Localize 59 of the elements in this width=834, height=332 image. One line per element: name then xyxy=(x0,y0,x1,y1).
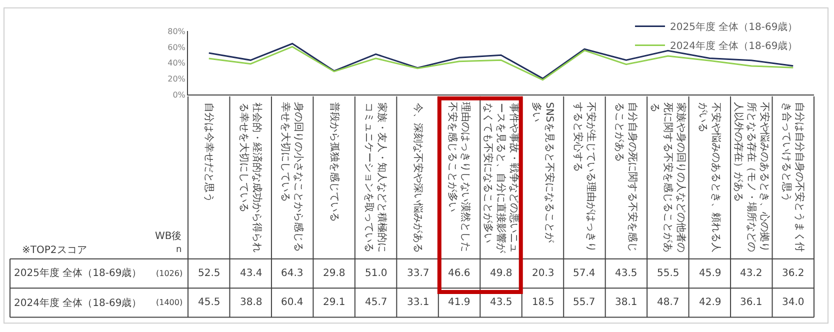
text: WB後 xyxy=(155,230,182,242)
text: (1400) xyxy=(156,298,183,307)
x-tick-label: 普段から孤独を感じている xyxy=(328,102,340,222)
data-label: 18.5 xyxy=(532,297,554,308)
data-label: 43.5 xyxy=(615,268,638,279)
data-label: 38.8 xyxy=(240,297,262,308)
y-tick-label: 40% xyxy=(168,58,186,68)
data-label: 55.5 xyxy=(657,268,680,279)
data-label: 60.4 xyxy=(281,297,304,308)
data-label: 20.3 xyxy=(532,268,554,279)
data-label: 45.5 xyxy=(198,297,220,308)
data-label: 42.9 xyxy=(699,297,722,308)
data-label: 45.9 xyxy=(699,268,722,279)
data-label: 43.4 xyxy=(240,268,262,279)
x-tick-label: 自分自身の死に関する不安を感じることがある xyxy=(614,102,639,252)
data-label: 36.1 xyxy=(740,297,762,308)
legend-label: 2024年度 全体（18-69歳） xyxy=(670,40,798,52)
x-tick-label: 家族や身の回りの人などの他者の死に関する不安を感じることがある xyxy=(649,102,688,252)
text: ※TOP2スコア xyxy=(22,245,87,256)
data-label: 38.1 xyxy=(615,297,638,308)
x-tick-label: 自分は自分自身の不安とうまく付き合っていけると思う xyxy=(780,102,806,252)
x-tick-label: 家族・友人・知人などと積極的にコミュニケーションを取っている xyxy=(363,102,388,253)
x-tick-label: 不安が生じている理由がはっきりすると安心する xyxy=(572,102,597,252)
data-label: 36.2 xyxy=(782,268,804,279)
text: (1026) xyxy=(156,269,183,278)
x-tick-label: 自分は今幸せだと思う xyxy=(203,102,216,202)
y-tick-label: 80% xyxy=(168,27,186,36)
text: n xyxy=(176,245,182,255)
data-label: 33.1 xyxy=(407,297,430,308)
data-label: 51.0 xyxy=(365,268,388,279)
x-tick-label: 今、深刻な不安や深い悩みがある xyxy=(412,102,424,253)
data-label: 48.7 xyxy=(657,297,680,308)
data-label: 29.8 xyxy=(323,268,346,279)
text: 2024年度 全体（18-69歳） xyxy=(14,298,142,309)
data-label: 55.7 xyxy=(573,297,596,308)
data-label: 43.2 xyxy=(740,268,762,279)
data-label: 52.5 xyxy=(198,268,220,279)
data-label: 43.5 xyxy=(490,297,512,308)
y-tick-label: 60% xyxy=(168,42,186,52)
x-tick-label: 身の回りの小さなことから感じる幸せを大切にしている xyxy=(280,102,305,252)
data-label: 46.6 xyxy=(448,268,470,279)
x-tick-label: 社会的・経済的な成功から得られる幸せを大切にしている xyxy=(238,102,263,253)
data-label: 45.7 xyxy=(365,297,388,308)
y-tick-label: 0% xyxy=(172,90,186,100)
legend-label: 2025年度 全体（18-69歳） xyxy=(670,21,798,34)
x-tick-label: 不安や悩みのあるとき、頼れる人がいる xyxy=(696,102,722,253)
data-label: 41.9 xyxy=(448,297,470,308)
data-label: 33.7 xyxy=(407,268,430,279)
data-label: 29.1 xyxy=(323,297,346,308)
data-label: 64.3 xyxy=(281,268,304,279)
text: 2025年度 全体（18-69歳） xyxy=(14,268,142,279)
data-label: 57.4 xyxy=(573,268,596,279)
data-label: 34.0 xyxy=(782,297,804,308)
y-tick-label: 20% xyxy=(168,74,186,84)
data-label: 49.8 xyxy=(490,268,512,279)
x-tick-label: 不安や悩みのあるとき、心の拠り所となる存在（モノ・場所などの人以外の存在）がある xyxy=(732,102,771,252)
x-tick-label: 理由のはっきりしない漠然とした不安を感じることが多い xyxy=(446,102,472,252)
x-tick-label: SNSを見ると不安になることが多い xyxy=(530,102,556,244)
x-tick-label: 事件や事故・戦争などの悪いニュースを見ると、自分に直接影響がなくても不安になることが多い xyxy=(482,102,520,254)
